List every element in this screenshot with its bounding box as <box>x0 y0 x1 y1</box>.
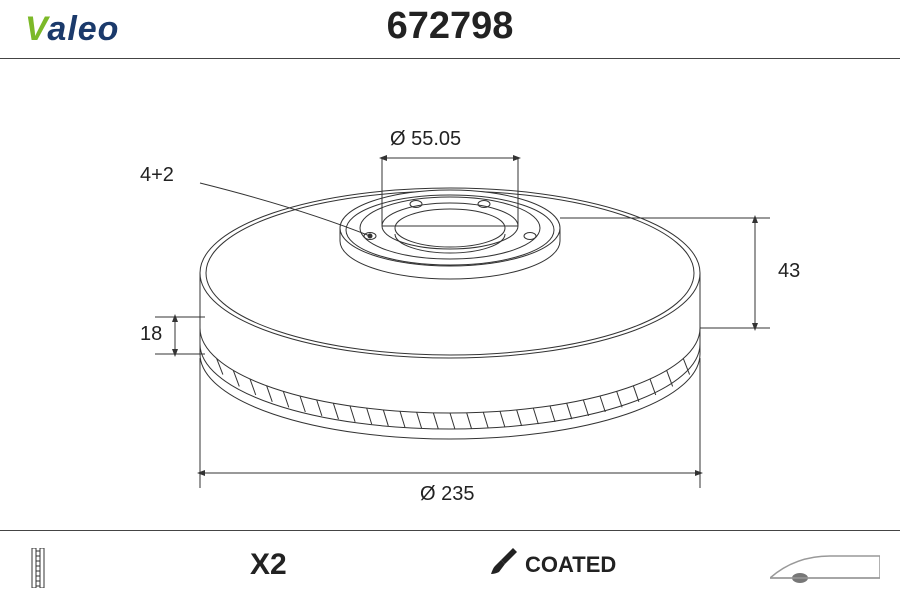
dim-bolt-pattern: 4+2 <box>140 164 174 187</box>
part-number: 672798 <box>387 5 514 48</box>
quantity-label: X2 <box>250 548 287 582</box>
dim-outer-diameter: Ø 235 <box>420 483 474 506</box>
coated-label: COATED <box>525 552 616 578</box>
logo-rest: aleo <box>47 10 119 48</box>
dim-bore-diameter: Ø 55.05 <box>390 128 461 151</box>
disc-side-icon <box>30 548 48 593</box>
dim-thickness: 18 <box>140 323 162 346</box>
brand-logo: Valeo <box>25 10 119 49</box>
logo-v: V <box>25 10 47 48</box>
footer: X2 COATED <box>0 530 900 600</box>
car-front-icon <box>770 548 880 589</box>
brush-icon <box>485 544 521 585</box>
brake-disc-diagram: Ø 55.05 4+2 18 43 Ø 235 <box>0 58 900 530</box>
dim-height: 43 <box>778 260 800 283</box>
